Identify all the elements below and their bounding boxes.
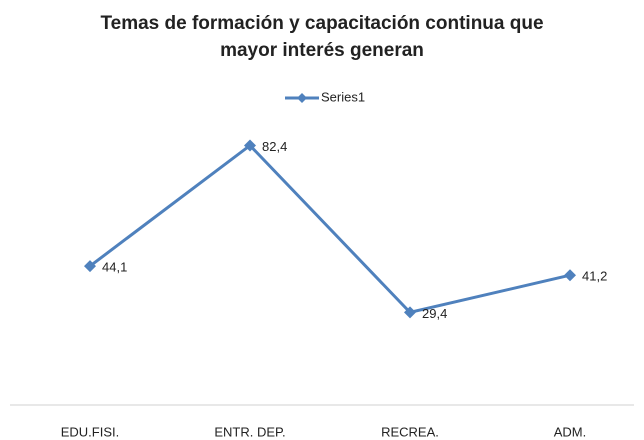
legend-label: Series1 <box>321 89 365 104</box>
x-tick-label: EDU.FISI. <box>61 424 120 439</box>
legend-marker <box>297 93 307 103</box>
point-marker <box>564 269 576 282</box>
point-marker <box>84 260 96 273</box>
data-label: 29,4 <box>422 306 447 321</box>
data-label: 82,4 <box>262 139 287 154</box>
data-label: 44,1 <box>102 260 127 275</box>
x-tick-label: ENTR. DEP. <box>214 424 285 439</box>
x-tick-label: ADM. <box>554 424 587 439</box>
point-marker <box>404 306 416 319</box>
data-label: 41,2 <box>582 269 607 284</box>
chart-title: Temas de formación y capacitación contin… <box>100 13 544 61</box>
series-line <box>89 143 571 315</box>
point-marker <box>244 139 256 152</box>
x-tick-label: RECREA. <box>381 424 439 439</box>
